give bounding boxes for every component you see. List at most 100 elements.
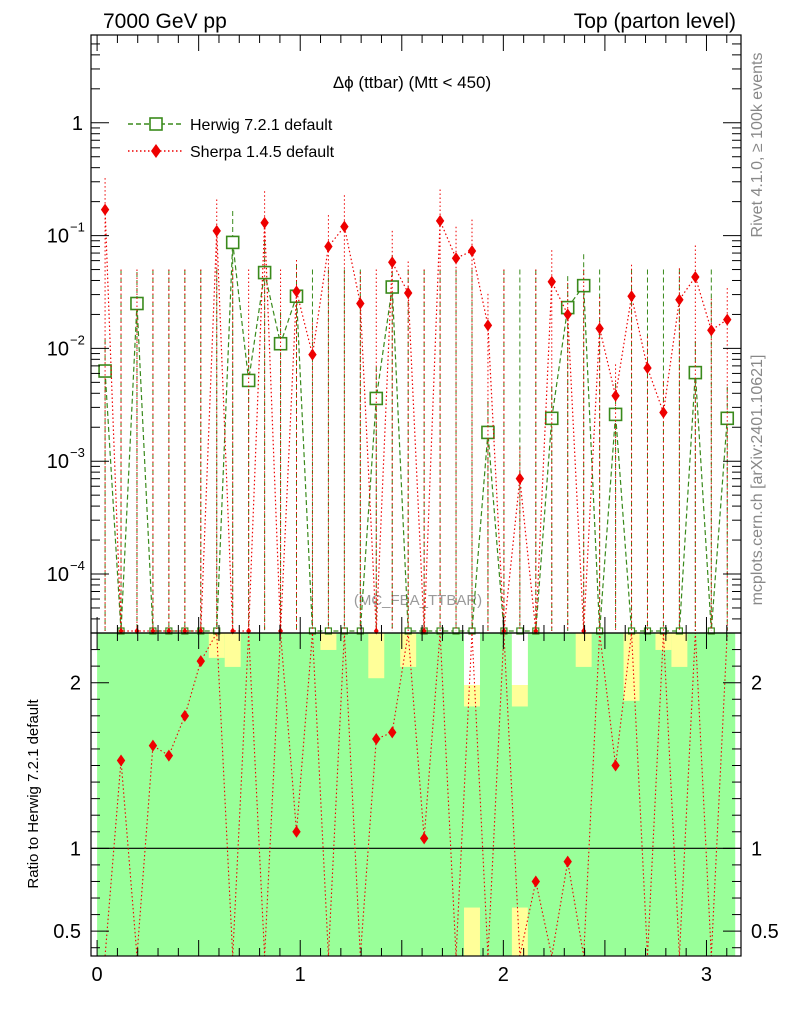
ratio-sherpa-point-3 bbox=[180, 709, 190, 722]
watermark: (MC_FBA_TTBAR) bbox=[354, 592, 482, 609]
ratio-xtick-label-3: 3 bbox=[701, 964, 712, 986]
main-ytick-label-3: 10 bbox=[47, 451, 69, 473]
legend-sherpa: Sherpa 1.4.5 default bbox=[128, 144, 335, 161]
sherpa-point-31 bbox=[595, 322, 604, 335]
sherpa-point-24 bbox=[483, 319, 493, 332]
main-ytick-label-2: 10 bbox=[47, 338, 69, 360]
main-ytick-label-1: 10 bbox=[47, 226, 69, 248]
ratio-ytick-label-left-1: 1 bbox=[70, 838, 81, 860]
legend-herwig-marker bbox=[149, 117, 163, 131]
sherpa-point-0 bbox=[100, 203, 110, 216]
ratio-sherpa-point-10 bbox=[563, 855, 572, 868]
sherpa-point-15 bbox=[340, 220, 349, 233]
uncertainty-band bbox=[91, 633, 741, 956]
ratio-sherpa-point-5 bbox=[292, 825, 301, 838]
band-gap-1 bbox=[511, 633, 528, 685]
herwig-point-39 bbox=[720, 411, 735, 426]
sherpa-point-7 bbox=[212, 224, 221, 237]
band-outer-top-9 bbox=[655, 633, 672, 650]
ratio-sherpa-point-1 bbox=[148, 739, 158, 752]
mcplots-label: mcplots.cern.ch [arXiv:2401.10621] bbox=[749, 355, 766, 606]
sherpa-point-16 bbox=[356, 297, 365, 310]
ratio-ytick-label-right-0: 0.5 bbox=[751, 921, 779, 943]
rivet-label: Rivet 4.1.0, ≥ 100k events bbox=[749, 53, 766, 238]
ratio-ytick-label-left-2: 2 bbox=[70, 673, 81, 695]
band-outer-bottom-5 bbox=[464, 907, 480, 956]
sherpa-point-5 bbox=[182, 627, 188, 635]
ratio-sherpa-point-11 bbox=[611, 759, 620, 772]
main-ytick-exp-4: −4 bbox=[70, 558, 85, 573]
band-outer-top-8 bbox=[623, 633, 640, 701]
sherpa-point-19 bbox=[403, 286, 413, 299]
ratio-ylabel: Ratio to Herwig 7.2.1 default bbox=[25, 699, 42, 889]
sherpa-point-33 bbox=[627, 290, 636, 303]
band-outer-top-10 bbox=[671, 633, 688, 667]
sherpa-point-38 bbox=[707, 324, 716, 337]
herwig-point-9 bbox=[241, 373, 256, 388]
sherpa-point-34 bbox=[643, 362, 652, 375]
band-outer-top-4 bbox=[400, 633, 417, 667]
sherpa-point-36 bbox=[675, 293, 684, 306]
ratio-ytick-label-right-1: 1 bbox=[751, 838, 762, 860]
main-series-layer bbox=[98, 178, 735, 635]
sherpa-line bbox=[104, 209, 728, 632]
herwig-point-24 bbox=[481, 425, 495, 440]
herwig-point-32 bbox=[608, 407, 623, 422]
herwig-point-8 bbox=[225, 235, 240, 250]
sherpa-point-32 bbox=[611, 389, 620, 402]
sherpa-point-6 bbox=[198, 627, 204, 635]
ratio-ytick-label-right-2: 2 bbox=[751, 673, 762, 695]
ratio-xtick-label-0: 0 bbox=[92, 964, 103, 986]
ratio-xtick-label-2: 2 bbox=[498, 964, 509, 986]
legend-sherpa-marker bbox=[151, 144, 161, 158]
sherpa-point-12 bbox=[292, 285, 301, 298]
band-outer-top-3 bbox=[368, 633, 385, 679]
main-ytick-label-4: 10 bbox=[47, 564, 69, 586]
ratio-sherpa-point-6 bbox=[372, 733, 381, 746]
ratio-frame bbox=[90, 632, 742, 957]
ratio-sherpa-line bbox=[104, 631, 728, 957]
legend-herwig-label: Herwig 7.2.1 default bbox=[190, 117, 333, 134]
legend: Herwig 7.2.1 default Sherpa 1.4.5 defaul… bbox=[128, 117, 335, 161]
axes-layer: 110 −110 −210 −310 −40 1 2 30.5 0.51 12 2 bbox=[47, 34, 779, 986]
herwig-point-16 bbox=[356, 627, 364, 635]
legend-sherpa-label: Sherpa 1.4.5 default bbox=[190, 144, 335, 161]
main-frame bbox=[90, 34, 742, 634]
sherpa-point-22 bbox=[451, 252, 461, 265]
sherpa-point-13 bbox=[308, 348, 317, 361]
sherpa-point-23 bbox=[467, 245, 477, 258]
ratio-sherpa-point-0 bbox=[116, 754, 126, 767]
main-ytick-exp-3: −3 bbox=[70, 445, 85, 460]
ratio-sherpa-point-2 bbox=[164, 749, 174, 762]
plot-title: Δϕ (ttbar) (Mtt < 450) bbox=[333, 73, 491, 92]
ratio-sherpa-point-9 bbox=[531, 875, 541, 888]
band-outer-top-1 bbox=[224, 633, 241, 667]
herwig-point-11 bbox=[273, 336, 288, 351]
band-outer-top-7 bbox=[575, 633, 592, 667]
ratio-sherpa-point-7 bbox=[388, 726, 397, 739]
band-outer-top-0 bbox=[208, 633, 225, 658]
herwig-point-34 bbox=[643, 627, 652, 635]
header-left: 7000 GeV pp bbox=[103, 10, 227, 33]
sherpa-point-29 bbox=[563, 308, 572, 321]
sherpa-point-14 bbox=[324, 240, 333, 253]
herwig-point-2 bbox=[130, 296, 144, 311]
ratio-sherpa-point-4 bbox=[196, 655, 205, 668]
band-gap-0 bbox=[464, 633, 480, 685]
ratio-ytick-label-left-0: 0.5 bbox=[53, 921, 81, 943]
herwig-line bbox=[104, 242, 728, 632]
sherpa-point-35 bbox=[659, 406, 668, 419]
main-ytick-exp-2: −2 bbox=[70, 332, 85, 347]
sherpa-point-18 bbox=[388, 256, 397, 269]
main-ytick-exp-1: −1 bbox=[70, 220, 85, 235]
herwig-point-36 bbox=[675, 627, 683, 635]
ratio-xtick-label-1: 1 bbox=[295, 964, 306, 986]
main-panel: (MC_FBA_TTBAR) bbox=[98, 178, 735, 635]
legend-herwig: Herwig 7.2.1 default bbox=[128, 117, 333, 134]
header-right: Top (parton level) bbox=[574, 10, 736, 33]
ratio-sherpa-point-8 bbox=[419, 832, 429, 845]
ratio-series-layer bbox=[104, 631, 728, 957]
sherpa-point-37 bbox=[691, 270, 700, 283]
sherpa-point-10 bbox=[260, 216, 269, 229]
